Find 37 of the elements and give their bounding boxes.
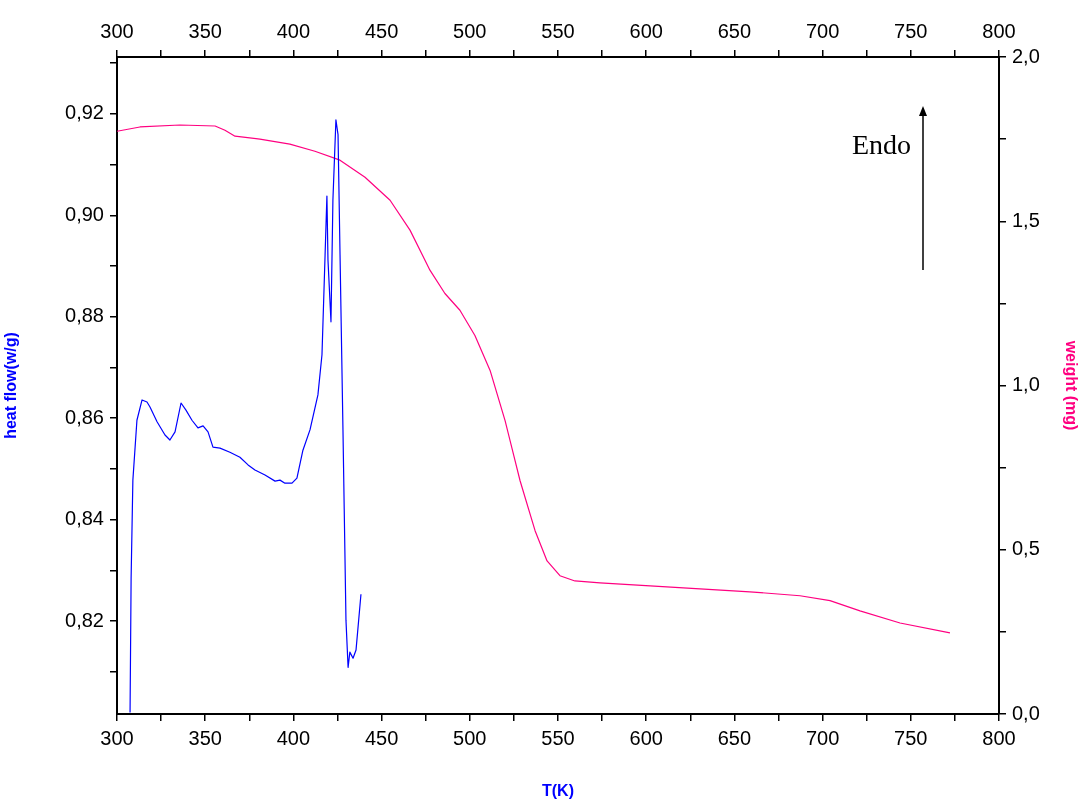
x-axis-title: T(K)	[542, 781, 574, 799]
x-tick-label: 300	[100, 726, 134, 749]
y2-tick-label: 1,0	[1012, 373, 1040, 396]
x-tick-label: 400	[276, 726, 311, 749]
x2-tick-label: 350	[188, 19, 222, 42]
x-tick-label: 600	[629, 726, 663, 749]
x2-tick-label: 550	[541, 19, 575, 42]
x2-tick-label: 600	[629, 19, 663, 42]
x2-tick-label: 650	[717, 19, 752, 42]
x-tick-label: 800	[982, 726, 1016, 749]
y2-tick-label: 1,5	[1012, 208, 1040, 231]
x2-tick-label: 750	[894, 19, 928, 42]
y-tick-label: 0,84	[65, 507, 104, 530]
y-tick-label: 0,86	[65, 405, 104, 428]
y2-axis-title: weight (mg)	[1062, 339, 1080, 431]
x-tick-label: 650	[717, 726, 752, 749]
y-tick-label: 0,82	[65, 608, 104, 631]
y-axis-title: heat flow(w/g)	[2, 332, 20, 439]
y2-tick-label: 2,0	[1012, 44, 1040, 67]
y-tick-label: 0,90	[65, 202, 104, 225]
x2-tick-label: 450	[364, 19, 399, 42]
y2-tick-label: 0,0	[1012, 701, 1040, 724]
x2-tick-label: 800	[982, 19, 1016, 42]
x-tick-label: 450	[364, 726, 399, 749]
annotation: Endo	[851, 129, 911, 161]
y-tick-label: 0,88	[65, 304, 104, 327]
x2-tick-label: 400	[276, 19, 311, 42]
x-tick-label: 700	[805, 726, 840, 749]
x-tick-label: 500	[453, 726, 487, 749]
x-tick-label: 350	[188, 726, 222, 749]
y-tick-label: 0,92	[65, 101, 104, 124]
x2-tick-label: 700	[805, 19, 840, 42]
y2-tick-label: 0,5	[1012, 537, 1040, 560]
x2-tick-label: 500	[453, 19, 487, 42]
x2-tick-label: 300	[100, 19, 134, 42]
x-tick-label: 750	[894, 726, 928, 749]
x-tick-label: 550	[541, 726, 575, 749]
